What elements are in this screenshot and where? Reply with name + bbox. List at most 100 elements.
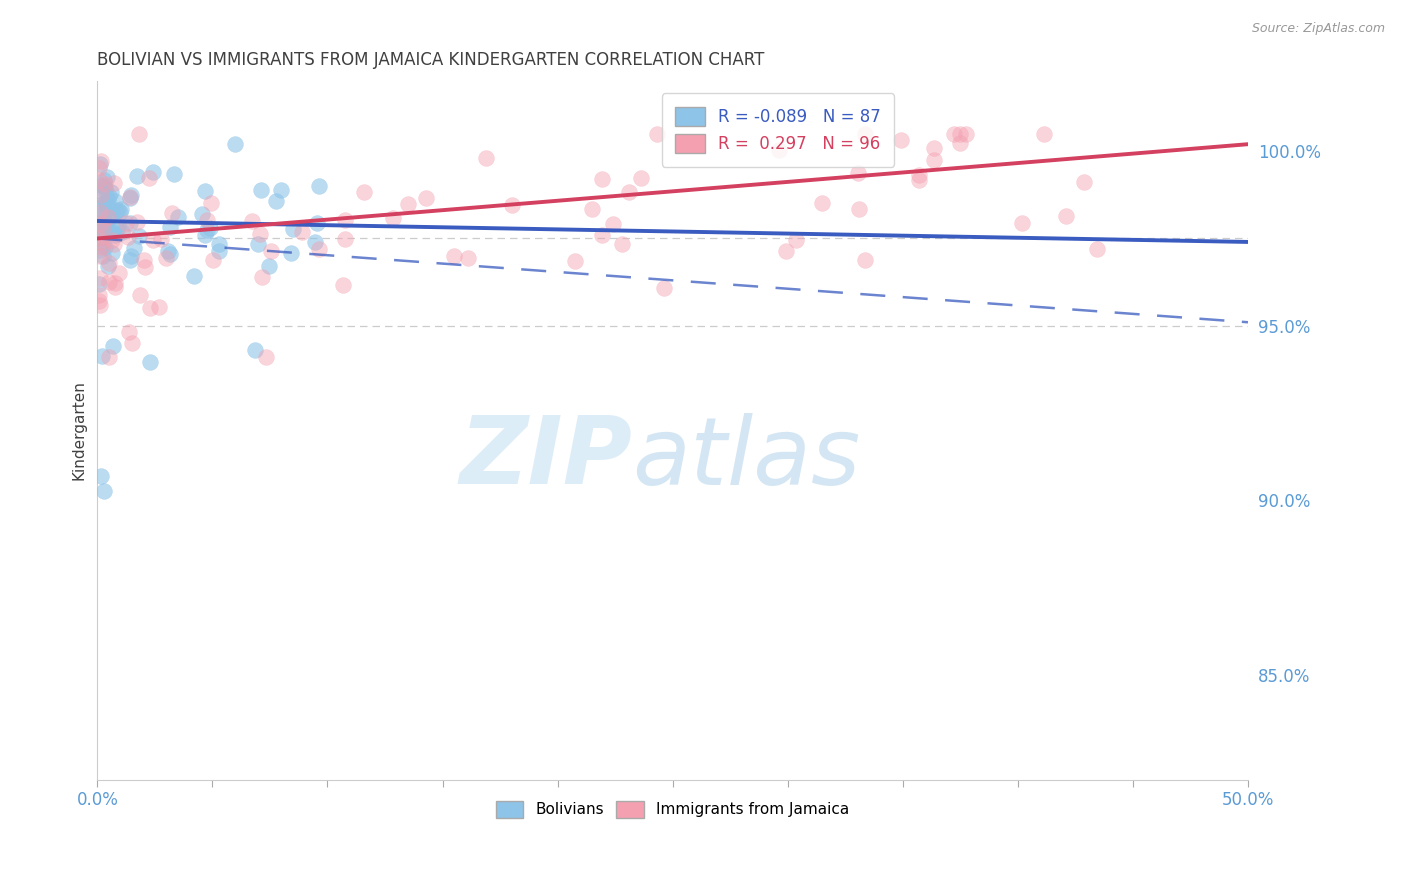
Point [96, 198, 118, 212]
Point [139, 301, 162, 316]
Point [924, 141, 946, 155]
Point [90, 231, 112, 245]
Point [97, 351, 120, 365]
Point [157, 244, 180, 259]
Point [308, 242, 330, 256]
Point [250, 183, 273, 197]
Point [128, 229, 150, 244]
Point [194, 228, 217, 243]
Point [93, 484, 115, 499]
Point [120, 191, 142, 205]
Point [96, 200, 118, 214]
Point [610, 237, 633, 252]
Point [245, 343, 267, 357]
Point [100, 185, 122, 199]
Point [94, 216, 117, 230]
Legend: Bolivians, Immigrants from Jamaica: Bolivians, Immigrants from Jamaica [489, 795, 855, 824]
Point [89, 244, 111, 258]
Point [949, 127, 972, 141]
Point [94, 197, 117, 211]
Point [148, 300, 170, 314]
Point [90, 188, 112, 202]
Point [107, 218, 129, 232]
Point [117, 230, 139, 244]
Point [1011, 216, 1033, 230]
Point [91, 349, 114, 363]
Point [501, 198, 523, 212]
Point [97, 275, 120, 289]
Point [100, 245, 122, 260]
Point [591, 172, 613, 186]
Point [138, 170, 160, 185]
Point [89, 204, 111, 219]
Point [104, 276, 127, 290]
Point [335, 231, 357, 245]
Point [208, 236, 231, 251]
Point [291, 225, 314, 239]
Point [90, 240, 112, 254]
Point [120, 189, 142, 203]
Point [250, 270, 273, 285]
Point [94, 202, 117, 217]
Point [775, 244, 797, 258]
Point [98, 209, 121, 223]
Point [194, 184, 217, 198]
Point [87, 277, 110, 292]
Point [120, 249, 142, 263]
Point [280, 245, 302, 260]
Point [118, 325, 141, 339]
Point [101, 339, 124, 353]
Point [98, 189, 121, 203]
Text: atlas: atlas [633, 413, 860, 504]
Point [208, 244, 231, 259]
Point [396, 196, 419, 211]
Point [785, 234, 807, 248]
Point [142, 165, 165, 179]
Point [120, 187, 142, 202]
Point [652, 281, 675, 295]
Point [89, 298, 111, 312]
Point [120, 215, 142, 229]
Point [853, 252, 876, 267]
Point [96, 225, 118, 239]
Point [195, 212, 218, 227]
Point [87, 214, 110, 228]
Point [257, 259, 280, 273]
Point [89, 249, 111, 263]
Point [91, 220, 114, 235]
Point [247, 237, 270, 252]
Point [564, 253, 586, 268]
Point [848, 202, 870, 216]
Point [195, 223, 218, 237]
Point [87, 173, 110, 187]
Point [943, 127, 966, 141]
Point [1085, 243, 1108, 257]
Point [87, 287, 110, 301]
Point [139, 355, 162, 369]
Point [103, 237, 125, 252]
Point [127, 215, 149, 229]
Point [304, 235, 326, 249]
Point [94, 181, 117, 195]
Point [90, 154, 112, 169]
Point [602, 217, 624, 231]
Point [110, 202, 132, 217]
Point [104, 194, 127, 208]
Point [129, 288, 152, 302]
Point [134, 253, 156, 268]
Point [108, 266, 131, 280]
Point [908, 169, 931, 183]
Point [87, 201, 110, 215]
Point [90, 235, 112, 249]
Point [90, 178, 112, 193]
Point [104, 227, 127, 242]
Point [93, 210, 115, 224]
Point [443, 249, 465, 263]
Point [121, 336, 143, 351]
Y-axis label: Kindergarten: Kindergarten [72, 381, 86, 481]
Point [104, 280, 127, 294]
Point [190, 207, 212, 221]
Point [240, 213, 263, 227]
Point [128, 127, 150, 141]
Point [846, 166, 869, 180]
